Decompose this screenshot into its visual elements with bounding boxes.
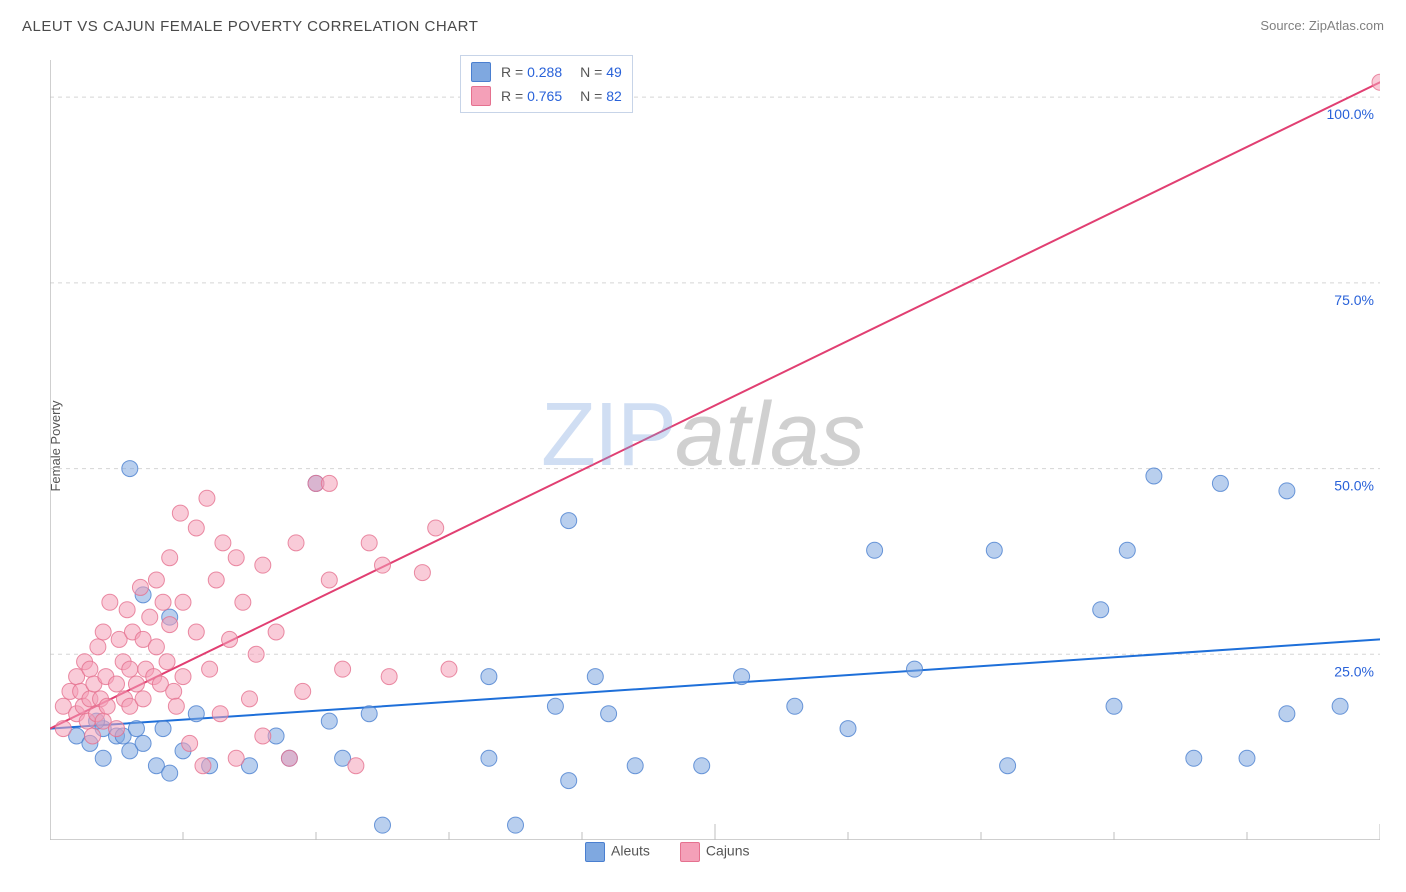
legend-swatch [471, 86, 491, 106]
legend-n-label: N = 82 [580, 88, 622, 104]
svg-text:75.0%: 75.0% [1334, 292, 1374, 308]
legend-swatch [471, 62, 491, 82]
source-link[interactable]: ZipAtlas.com [1309, 18, 1384, 33]
legend-stats: R = 0.288 N = 49 R = 0.765 N = 82 [460, 55, 633, 113]
source-attribution: Source: ZipAtlas.com [1260, 18, 1384, 33]
svg-text:100.0%: 100.0% [1327, 106, 1374, 122]
scatter-chart: 25.0%50.0%75.0%100.0%0.0%100.0% [50, 50, 1380, 840]
legend-series: Aleuts Cajuns [585, 842, 750, 862]
legend-series-item: Aleuts [585, 842, 650, 862]
legend-swatch [680, 842, 700, 862]
svg-text:50.0%: 50.0% [1334, 478, 1374, 494]
legend-n-label: N = 49 [580, 64, 622, 80]
legend-series-name: Aleuts [611, 843, 650, 859]
legend-stat-row: R = 0.765 N = 82 [471, 84, 622, 108]
legend-series-item: Cajuns [680, 842, 750, 862]
legend-series-name: Cajuns [706, 843, 750, 859]
svg-text:25.0%: 25.0% [1334, 663, 1374, 679]
legend-r-label: R = 0.765 [501, 88, 562, 104]
legend-stat-row: R = 0.288 N = 49 [471, 60, 622, 84]
chart-title: ALEUT VS CAJUN FEMALE POVERTY CORRELATIO… [22, 18, 478, 35]
source-label: Source: [1260, 18, 1305, 33]
legend-swatch [585, 842, 605, 862]
legend-r-label: R = 0.288 [501, 64, 562, 80]
